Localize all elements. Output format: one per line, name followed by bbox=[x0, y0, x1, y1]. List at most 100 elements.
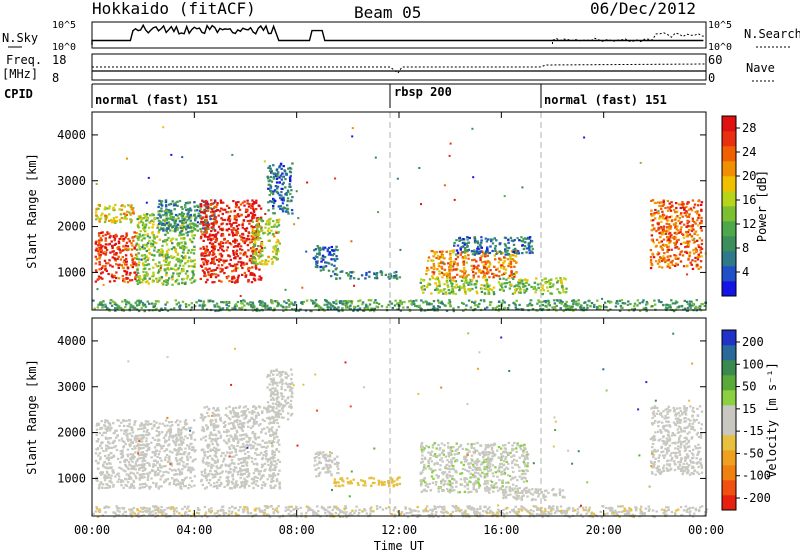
range-time-cell bbox=[148, 303, 150, 305]
range-time-cell bbox=[682, 254, 684, 256]
range-time-cell bbox=[138, 469, 140, 471]
range-time-cell bbox=[624, 302, 626, 304]
range-time-cell bbox=[478, 269, 480, 271]
range-time-cell bbox=[524, 279, 526, 281]
range-time-cell bbox=[500, 264, 502, 266]
range-time-cell bbox=[572, 303, 574, 305]
range-time-cell bbox=[526, 288, 528, 290]
range-time-cell bbox=[335, 246, 337, 248]
range-time-cell bbox=[153, 214, 155, 216]
range-time-cell bbox=[121, 204, 123, 206]
range-time-cell bbox=[450, 258, 452, 260]
range-time-cell bbox=[437, 278, 439, 280]
range-time-cell bbox=[541, 287, 543, 289]
range-time-cell bbox=[656, 245, 658, 247]
range-time-cell bbox=[689, 251, 691, 253]
range-time-cell bbox=[407, 306, 409, 308]
range-time-cell bbox=[215, 233, 217, 235]
range-time-cell bbox=[258, 249, 260, 251]
range-time-cell bbox=[690, 262, 692, 264]
range-time-cell bbox=[322, 255, 324, 257]
range-time-cell bbox=[140, 454, 142, 456]
range-time-cell bbox=[227, 255, 229, 257]
range-time-cell bbox=[658, 242, 660, 244]
range-time-cell bbox=[139, 248, 141, 250]
range-time-cell bbox=[504, 286, 506, 288]
range-time-cell bbox=[483, 261, 485, 263]
range-time-cell bbox=[152, 243, 154, 245]
range-time-cell bbox=[507, 239, 509, 241]
range-time-cell bbox=[226, 442, 228, 444]
range-time-cell bbox=[145, 420, 147, 422]
range-time-cell bbox=[155, 278, 157, 280]
range-time-cell bbox=[196, 205, 198, 207]
range-time-cell bbox=[182, 233, 184, 235]
range-time-cell bbox=[154, 439, 156, 441]
range-time-cell bbox=[485, 263, 487, 265]
range-time-cell bbox=[488, 261, 490, 263]
range-time-cell bbox=[274, 224, 276, 226]
range-time-cell bbox=[204, 258, 206, 260]
range-time-cell bbox=[171, 278, 173, 280]
range-time-cell bbox=[565, 288, 567, 290]
range-time-cell bbox=[248, 270, 250, 272]
range-time-cell bbox=[121, 438, 123, 440]
range-time-cell bbox=[197, 230, 199, 232]
range-time-cell bbox=[501, 283, 503, 285]
range-time-cell bbox=[212, 250, 214, 252]
range-time-cell bbox=[197, 215, 199, 217]
range-time-cell bbox=[221, 268, 223, 270]
range-time-cell bbox=[124, 478, 126, 480]
range-time-cell bbox=[183, 439, 185, 441]
range-time-cell bbox=[276, 187, 278, 189]
range-time-cell bbox=[97, 455, 99, 457]
range-time-cell bbox=[240, 245, 242, 247]
range-time-cell bbox=[193, 265, 195, 267]
range-time-cell bbox=[155, 263, 157, 265]
range-time-cell bbox=[238, 275, 240, 277]
range-time-cell bbox=[207, 226, 209, 228]
range-time-cell bbox=[414, 305, 416, 307]
range-time-cell bbox=[105, 450, 107, 452]
range-time-cell bbox=[540, 289, 542, 291]
range-time-cell bbox=[255, 208, 257, 210]
range-time-cell bbox=[353, 285, 355, 287]
range-time-cell bbox=[498, 301, 500, 303]
range-time-cell bbox=[180, 227, 182, 229]
range-time-cell bbox=[105, 237, 107, 239]
range-time-cell bbox=[151, 220, 153, 222]
range-time-cell bbox=[493, 266, 495, 268]
range-time-cell bbox=[133, 473, 135, 475]
range-time-cell bbox=[393, 272, 395, 274]
range-time-cell bbox=[156, 443, 158, 445]
range-time-cell bbox=[531, 304, 533, 306]
range-time-cell bbox=[446, 277, 448, 279]
range-time-cell bbox=[475, 286, 477, 288]
range-time-cell bbox=[146, 233, 148, 235]
range-time-cell bbox=[221, 229, 223, 231]
range-time-cell bbox=[132, 456, 134, 458]
range-time-cell bbox=[120, 429, 122, 431]
range-time-cell bbox=[674, 244, 676, 246]
range-time-cell bbox=[168, 209, 170, 211]
range-time-cell bbox=[210, 239, 212, 241]
range-time-cell bbox=[701, 243, 703, 245]
range-time-cell bbox=[218, 260, 220, 262]
range-time-cell bbox=[684, 246, 686, 248]
range-time-cell bbox=[255, 202, 257, 204]
range-time-cell bbox=[176, 439, 178, 441]
range-time-cell bbox=[289, 200, 291, 202]
range-time-cell bbox=[695, 223, 697, 225]
range-time-cell bbox=[663, 230, 665, 232]
range-time-cell bbox=[245, 216, 247, 218]
range-time-cell bbox=[202, 246, 204, 248]
range-time-cell bbox=[508, 304, 510, 306]
range-time-cell bbox=[250, 304, 252, 306]
range-time-cell bbox=[461, 246, 463, 248]
range-time-cell bbox=[498, 270, 500, 272]
range-time-cell bbox=[553, 307, 555, 309]
range-time-cell bbox=[368, 276, 370, 278]
range-time-cell bbox=[663, 204, 665, 206]
range-time-cell bbox=[176, 483, 178, 485]
range-time-cell bbox=[211, 281, 213, 283]
